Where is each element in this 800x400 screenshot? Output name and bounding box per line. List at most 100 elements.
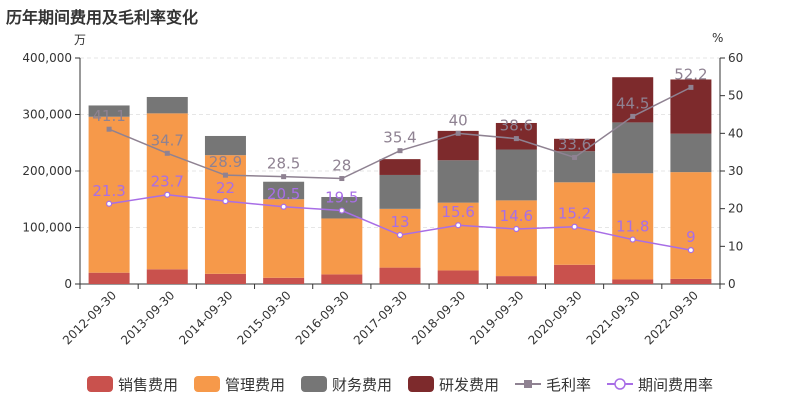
expense-ratio-label: 15.6: [441, 203, 474, 221]
left-axis-unit: 万: [74, 33, 87, 47]
legend-swatch-gross-margin: [515, 380, 542, 388]
gross-margin-label: 28.9: [209, 153, 242, 171]
right-axis-tick-label: 20: [728, 202, 743, 216]
bar-rnd: [554, 138, 596, 152]
legend: 销售费用 管理费用 财务费用 研发费用 毛利率 期间费用率: [0, 372, 800, 396]
bar-finance: [88, 105, 130, 117]
gross-margin-label: 40: [449, 111, 468, 129]
gross-margin-point: [572, 154, 578, 160]
gross-margin-point: [688, 84, 694, 90]
x-axis-tick-label: 2012-09-30: [60, 288, 119, 347]
right-axis-tick-label: 30: [728, 164, 743, 178]
expense-ratio-point: [280, 203, 287, 210]
x-axis-tick-label: 2016-09-30: [293, 288, 352, 347]
right-axis-tick-label: 50: [728, 89, 743, 103]
left-axis-tick-label: 300,000: [22, 108, 72, 122]
gross-margin-label: 33.6: [558, 135, 591, 153]
legend-label-gross-margin: 毛利率: [546, 375, 592, 394]
x-axis-tick-label: 2017-09-30: [351, 288, 410, 347]
expense-ratio-label: 19.5: [325, 189, 358, 207]
bar-admin: [321, 218, 363, 275]
left-axis-tick-label: 200,000: [22, 164, 72, 178]
expense-ratio-label: 14.6: [500, 207, 533, 225]
expense-ratio-point: [455, 222, 462, 229]
legend-label-admin: 管理费用: [224, 375, 285, 394]
legend-label-sales: 销售费用: [117, 375, 178, 394]
bar-sales: [612, 279, 654, 284]
expense-ratio-label: 15.2: [558, 205, 591, 223]
bar-admin: [146, 113, 188, 270]
bar-finance: [670, 133, 712, 173]
expense-ratio-point: [338, 207, 345, 214]
gross-margin-point: [339, 176, 345, 182]
expense-ratio-point: [513, 225, 520, 233]
expense-ratio-point: [164, 191, 171, 198]
gross-margin-point: [630, 113, 636, 119]
bar-finance: [437, 160, 479, 203]
bar-sales: [495, 276, 537, 284]
bar-sales: [204, 273, 246, 284]
bar-sales: [554, 264, 596, 284]
x-axis-tick-label: 2019-09-30: [467, 288, 526, 347]
expense-ratio-point: [105, 200, 113, 207]
legend-swatch-expense-ratio: [607, 378, 634, 390]
bar-sales: [321, 274, 363, 284]
legend-swatch-rnd: [408, 376, 434, 392]
gross-margin-label: 35.4: [383, 129, 416, 147]
expense-ratio-label: 21.3: [92, 182, 125, 200]
bar-sales: [263, 277, 305, 284]
gross-margin-point: [164, 150, 170, 156]
x-axis-tick-label: 2014-09-30: [176, 288, 235, 347]
bar-admin: [670, 172, 712, 279]
gross-margin-label: 38.6: [500, 117, 533, 135]
expense-ratio-label: 20.5: [267, 185, 300, 203]
bar-sales: [379, 267, 421, 284]
expense-ratio-point: [571, 223, 578, 230]
gross-margin-point: [281, 174, 287, 180]
chart-title: 历年期间费用及毛利率变化: [6, 8, 199, 27]
legend-item-rnd[interactable]: 研发费用: [408, 374, 499, 395]
x-axis-tick-label: 2020-09-30: [525, 288, 584, 347]
legend-item-expense-ratio[interactable]: 期间费用率: [607, 374, 713, 395]
legend-item-finance[interactable]: 财务费用: [300, 374, 392, 395]
expense-ratio-point: [687, 247, 695, 254]
right-axis-tick-label: 0: [728, 277, 736, 291]
bar-finance: [146, 96, 188, 114]
expense-ratio-point: [396, 231, 404, 239]
gross-margin-point: [513, 136, 519, 142]
left-axis-tick-label: 0: [64, 277, 72, 291]
right-axis-tick-label: 60: [728, 51, 743, 65]
gross-margin-label: 44.5: [616, 94, 649, 112]
expense-ratio-label: 11.8: [616, 218, 649, 236]
gross-margin-label: 52.2: [674, 65, 707, 83]
right-axis-unit: %: [712, 31, 724, 45]
legend-label-expense-ratio: 期间费用率: [638, 375, 714, 394]
left-axis-tick-label: 400,000: [22, 51, 72, 65]
gross-margin-label: 34.7: [151, 131, 184, 149]
bar-finance: [263, 181, 305, 200]
expense-ratio-label: 9: [686, 228, 696, 246]
bar-admin: [495, 200, 537, 277]
bar-finance: [495, 149, 537, 201]
legend-item-sales[interactable]: 销售费用: [86, 374, 178, 395]
left-axis-tick-label: 100,000: [22, 221, 72, 235]
gross-margin-label: 28.5: [267, 155, 300, 173]
expense-ratio-label: 23.7: [151, 173, 184, 191]
right-axis-tick-label: 40: [728, 126, 743, 140]
x-axis-tick-label: 2015-09-30: [235, 288, 294, 347]
legend-item-admin[interactable]: 管理费用: [193, 374, 285, 395]
bar-sales: [437, 270, 479, 284]
legend-swatch-admin: [193, 376, 220, 392]
x-axis-tick-label: 2013-09-30: [118, 288, 177, 347]
x-axis-tick-label: 2018-09-30: [409, 288, 468, 347]
gross-margin-label: 41.1: [92, 107, 125, 125]
gross-margin-point: [397, 148, 403, 154]
bar-admin: [437, 202, 479, 271]
bar-admin: [554, 182, 596, 265]
right-axis-tick-label: 10: [728, 239, 743, 253]
legend-item-gross-margin[interactable]: 毛利率: [515, 374, 591, 395]
bar-finance: [379, 174, 421, 209]
legend-label-rnd: 研发费用: [439, 375, 500, 394]
bar-sales: [146, 269, 188, 284]
x-axis-tick-label: 2021-09-30: [584, 288, 643, 347]
